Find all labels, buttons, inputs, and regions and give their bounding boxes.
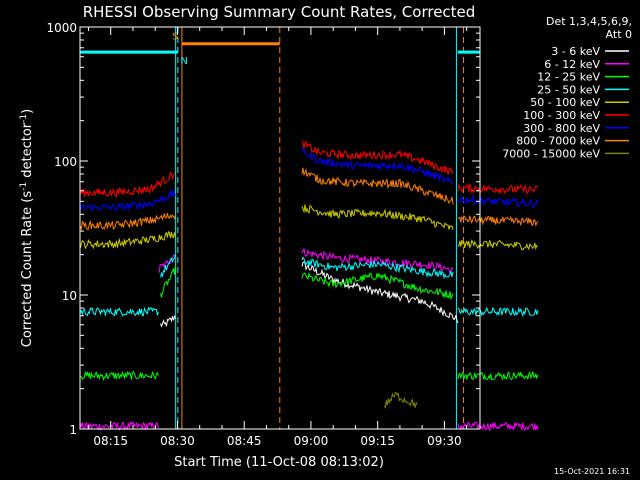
legend-header-0: Det 1,3,4,5,6,9, [546,15,632,28]
series-line-7-2 [457,215,539,227]
vertical-markers [175,27,465,429]
x-tick-label-0: 08:15 [93,434,128,448]
series-line-7-0 [79,212,176,231]
legend-label-2: 12 - 25 keV [537,71,600,84]
y-axis-label: Corrected Count Rate (s-1 detector-1) [19,109,35,347]
series-line-2-1 [160,265,176,298]
y-tick-label-1: 10 [62,289,77,303]
segment-label-n: N [180,56,187,67]
series-line-6-0 [79,189,176,212]
series-line-1-3 [457,421,539,432]
series-line-5-0 [79,171,176,198]
series-line-0-1 [301,261,459,324]
legend-label-1: 6 - 12 keV [544,58,600,71]
y-tick-label-0: 1 [69,423,77,437]
legend-label-3: 25 - 50 keV [537,83,600,96]
series-line-6-2 [457,194,539,209]
x-axis-label: Start Time (11-Oct-08 08:13:02) [174,455,384,470]
y-tick-label-3: 1000 [46,21,77,35]
series-line-3-1 [160,254,176,279]
x-tick-label-4: 09:15 [360,434,395,448]
x-tick-label-5: 09:30 [427,434,462,448]
axis-ticks: 08:15 08:30 08:45 09:00 09:15 09:30 1 10 100 1000 [46,21,480,448]
segment-label-s: S [172,32,178,43]
series-line-5-2 [457,182,539,195]
series-line-2-0 [80,370,159,382]
series-line-3-3 [457,306,539,318]
series-line-4-0 [79,230,176,250]
series-line-4-1 [301,204,454,230]
legend-label-7: 800 - 7000 keV [516,135,600,148]
series-line-3-2 [301,256,454,280]
series-line-6-1 [301,146,454,185]
legend-label-5: 100 - 300 keV [523,109,600,122]
segment-bars: SN [80,32,480,67]
series-line-2-2 [301,271,454,301]
legend-label-6: 300 - 800 keV [523,122,600,135]
series-line-1-0 [79,420,159,432]
chart-title: RHESSI Observing Summary Count Rates, Co… [83,3,476,21]
legend-header-1: Att 0 [606,28,632,41]
x-tick-label-2: 08:45 [227,434,262,448]
legend-label-0: 3 - 6 keV [551,45,600,58]
footer-timestamp: 15-Oct-2021 16:31 [554,467,630,476]
series-line-8-0 [383,391,418,409]
series-line-7-1 [301,167,454,205]
legend-label-4: 50 - 100 keV [530,96,600,109]
x-tick-label-1: 08:30 [160,434,195,448]
series-group [79,140,539,432]
series-line-0-0 [160,314,176,328]
plot-frame [79,26,481,430]
series-line-1-2 [301,247,454,274]
series-line-4-2 [457,239,539,251]
legend-label-8: 7000 - 15000 keV [502,147,600,160]
y-tick-label-2: 100 [54,155,77,169]
series-line-5-1 [301,140,454,175]
series-line-1-1 [158,253,176,273]
series-line-2-3 [457,371,539,381]
series-line-3-0 [79,306,159,317]
x-tick-label-3: 09:00 [294,434,329,448]
